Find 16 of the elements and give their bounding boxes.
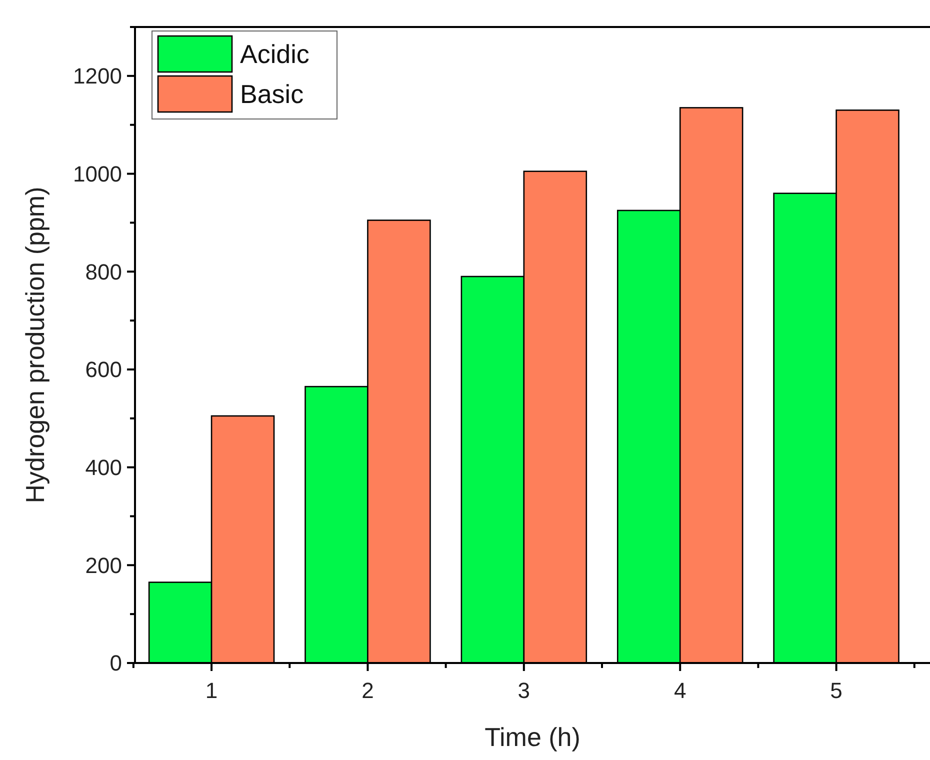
x-tick-label: 2 [362,678,374,703]
y-tick-label: 0 [110,650,122,676]
x-axis-title: Time (h) [484,722,580,752]
x-tick-label: 4 [674,678,686,703]
x-tick-label: 5 [830,678,842,703]
y-axis-title: Hydrogen production (ppm) [20,186,50,504]
y-tick-label: 800 [85,259,122,284]
legend-label: Acidic [240,39,310,70]
x-tick-label: 1 [205,678,218,703]
y-tick-label: 1200 [73,64,122,89]
legend-label: Basic [240,79,304,110]
y-tick-label: 200 [85,552,122,578]
x-tick-label: 3 [518,678,530,703]
y-tick-label: 600 [85,357,122,382]
y-tick-label: 400 [85,455,122,480]
y-tick-label: 1000 [73,161,122,186]
